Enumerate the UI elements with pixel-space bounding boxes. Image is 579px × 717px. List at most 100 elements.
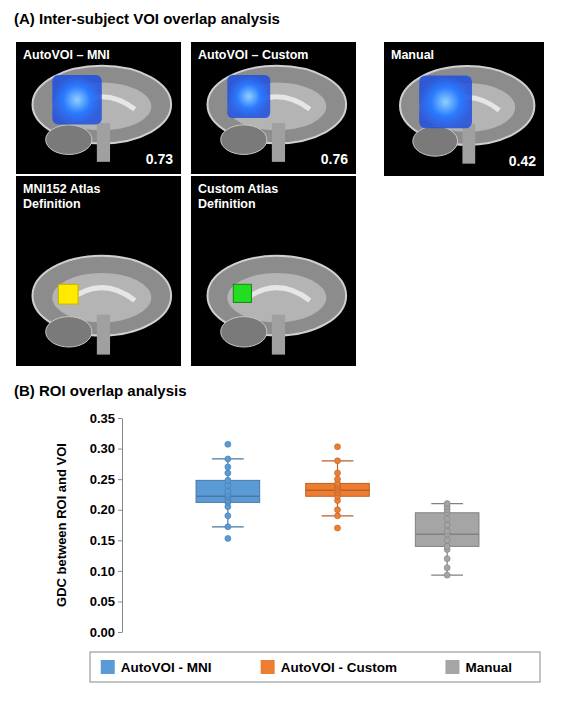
image-tile: AutoVOI – MNI 0.73 — [16, 42, 181, 174]
data-point — [335, 525, 341, 531]
brainstem — [272, 123, 285, 162]
data-point — [335, 513, 341, 519]
legend-swatch — [101, 660, 115, 674]
legend-item: AutoVOI - MNI — [101, 660, 212, 675]
brainstem — [272, 315, 285, 355]
y-tick-mark — [118, 540, 122, 541]
data-point — [335, 470, 341, 476]
voi-region — [52, 75, 102, 125]
y-tick-mark — [118, 510, 122, 511]
legend-item: Manual — [445, 660, 512, 675]
data-point — [335, 458, 341, 464]
overlap-value: 0.76 — [321, 151, 348, 167]
y-tick-mark — [118, 418, 122, 419]
tile-label: Definition — [198, 197, 256, 211]
tile-label: Manual — [391, 48, 434, 62]
data-point — [444, 501, 450, 507]
brainstem — [97, 123, 110, 162]
data-point — [444, 528, 450, 534]
legend-label: Manual — [465, 660, 512, 675]
legend-frame — [90, 652, 540, 682]
y-tick-label: 0.15 — [90, 533, 115, 548]
tile-label: Custom Atlas — [198, 182, 278, 196]
y-tick: 0.10 — [90, 564, 122, 579]
corpus-callosum — [69, 288, 135, 301]
data-point — [335, 444, 341, 450]
y-tick: 0.05 — [90, 594, 122, 609]
y-tick-mark — [118, 601, 122, 602]
plot-area — [196, 441, 479, 578]
y-axis-title: GDC between ROI and VOI — [54, 443, 69, 607]
data-point — [444, 522, 450, 528]
cerebellum — [413, 126, 458, 156]
y-tick: 0.20 — [90, 502, 122, 517]
image-tile: AutoVOI – Custom 0.76 — [191, 42, 356, 174]
tile-background — [191, 42, 356, 174]
y-tick-label: 0.05 — [90, 594, 115, 609]
tile-background — [16, 176, 181, 366]
roi-region — [58, 284, 78, 304]
cerebellum — [221, 317, 267, 347]
image-tile: Manual 0.42 — [384, 42, 544, 176]
chart-title: (B) ROI overlap analysis — [14, 382, 187, 399]
y-tick: 0.30 — [90, 441, 122, 456]
legend-label: AutoVOI - MNI — [121, 660, 212, 675]
y-tick: 0.00 — [90, 625, 122, 640]
cerebellum — [46, 317, 92, 347]
cerebellum — [221, 125, 267, 155]
cerebellum — [46, 125, 92, 155]
data-point — [225, 456, 231, 462]
tile-label: AutoVOI – MNI — [23, 48, 110, 62]
legend-label: AutoVOI - Custom — [281, 660, 397, 675]
figure: (A) Inter-subject VOI overlap analysis Au… — [0, 0, 579, 717]
data-point — [225, 513, 231, 519]
y-tick-mark — [118, 479, 122, 480]
box-group — [415, 501, 479, 579]
panel-a-title: (A) Inter-subject VOI overlap analysis — [14, 10, 280, 27]
data-point — [335, 476, 341, 482]
y-tick: 0.25 — [90, 472, 122, 487]
voi-region — [419, 76, 472, 129]
data-point — [225, 488, 231, 494]
data-point — [335, 507, 341, 513]
box-group — [306, 444, 370, 531]
box — [196, 480, 260, 502]
y-axis: 0.00 0.05 0.10 0.15 0.20 0.25 0.30 0.35 — [90, 411, 123, 640]
box — [415, 513, 479, 547]
data-point — [225, 524, 231, 530]
y-tick-label: 0.25 — [90, 472, 115, 487]
y-tick-label: 0.35 — [90, 411, 115, 426]
corpus-callosum — [244, 288, 310, 301]
y-tick-label: 0.00 — [90, 625, 115, 640]
y-tick-mark — [118, 632, 122, 633]
data-point — [444, 572, 450, 578]
brainstem — [462, 124, 475, 163]
data-point — [225, 441, 231, 447]
tile-label: Definition — [23, 197, 81, 211]
y-axis-line — [122, 419, 123, 633]
roi-region — [233, 284, 251, 302]
tile-label: AutoVOI – Custom — [198, 48, 308, 62]
legend-item: AutoVOI - Custom — [261, 660, 397, 675]
data-point — [444, 565, 450, 571]
tile-label: MNI152 Atlas — [23, 182, 100, 196]
data-point — [225, 470, 231, 476]
y-tick-label: 0.10 — [90, 564, 115, 579]
legend: AutoVOI - MNI AutoVOI - Custom Manual — [90, 652, 540, 682]
legend-swatch — [445, 660, 459, 674]
overlap-value: 0.73 — [146, 151, 173, 167]
y-tick-mark — [118, 571, 122, 572]
tile-background — [191, 176, 356, 366]
y-tick-label: 0.30 — [90, 441, 115, 456]
y-tick-mark — [118, 449, 122, 450]
data-point — [225, 477, 231, 483]
y-tick: 0.15 — [90, 533, 122, 548]
data-point — [444, 556, 450, 562]
data-point — [225, 535, 231, 541]
overlap-value: 0.42 — [509, 153, 536, 169]
data-point — [444, 516, 450, 522]
y-tick: 0.35 — [90, 411, 122, 426]
data-point — [444, 537, 450, 543]
brainstem — [97, 315, 110, 355]
data-point — [444, 543, 450, 549]
